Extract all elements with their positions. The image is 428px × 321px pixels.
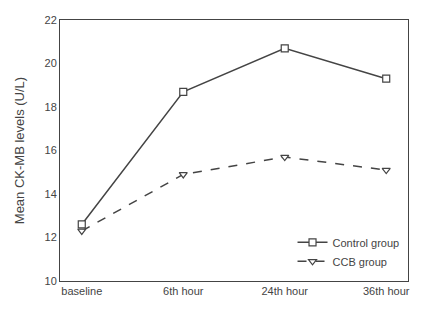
svg-text:14: 14 [45,188,57,200]
svg-text:Control group: Control group [333,237,400,249]
svg-text:22: 22 [45,14,57,26]
svg-text:36th hour: 36th hour [363,285,410,297]
svg-text:10: 10 [45,275,57,287]
svg-text:6th hour: 6th hour [163,285,204,297]
svg-text:12: 12 [45,231,57,243]
svg-text:baseline: baseline [61,285,102,297]
svg-text:CCB group: CCB group [333,256,387,268]
svg-text:18: 18 [45,101,57,113]
svg-text:Mean CK-MB levels (U/L): Mean CK-MB levels (U/L) [12,77,27,224]
svg-text:20: 20 [45,57,57,69]
svg-text:16: 16 [45,144,57,156]
svg-text:24th hour: 24th hour [261,285,308,297]
